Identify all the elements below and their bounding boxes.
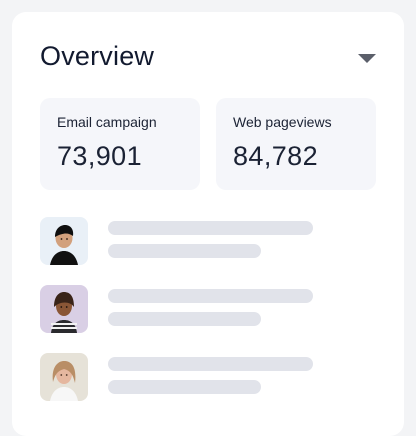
avatar — [40, 285, 88, 333]
person-photo-icon — [40, 217, 88, 265]
list-item[interactable] — [40, 217, 376, 265]
skeleton-line — [108, 244, 261, 258]
list-item[interactable] — [40, 353, 376, 401]
skeleton-lines — [108, 217, 313, 265]
stat-label: Email campaign — [57, 114, 157, 130]
skeleton-line — [108, 357, 313, 371]
avatar — [40, 217, 88, 265]
list-item[interactable] — [40, 285, 376, 333]
person-photo-icon — [40, 353, 88, 401]
activity-list — [40, 217, 376, 421]
skeleton-line — [108, 221, 313, 235]
skeleton-lines — [108, 353, 313, 401]
stat-label: Web pageviews — [233, 114, 332, 130]
person-photo-icon — [40, 285, 88, 333]
caret-down-icon[interactable] — [358, 53, 376, 63]
stats-row: Email campaign 73,901 Web pageviews 84,7… — [40, 98, 376, 190]
avatar — [40, 353, 88, 401]
skeleton-line — [108, 289, 313, 303]
stat-value: 84,782 — [233, 141, 318, 171]
stat-card-web-pageviews: Web pageviews 84,782 — [216, 98, 376, 190]
skeleton-line — [108, 312, 261, 326]
stat-value: 73,901 — [57, 141, 142, 171]
overview-card: Overview Email campaign 73,901 Web pagev… — [12, 12, 404, 436]
stat-card-email-campaign: Email campaign 73,901 — [40, 98, 200, 190]
page-title: Overview — [40, 40, 155, 71]
skeleton-line — [108, 380, 261, 394]
card-header: Overview — [40, 34, 378, 78]
skeleton-lines — [108, 285, 313, 333]
